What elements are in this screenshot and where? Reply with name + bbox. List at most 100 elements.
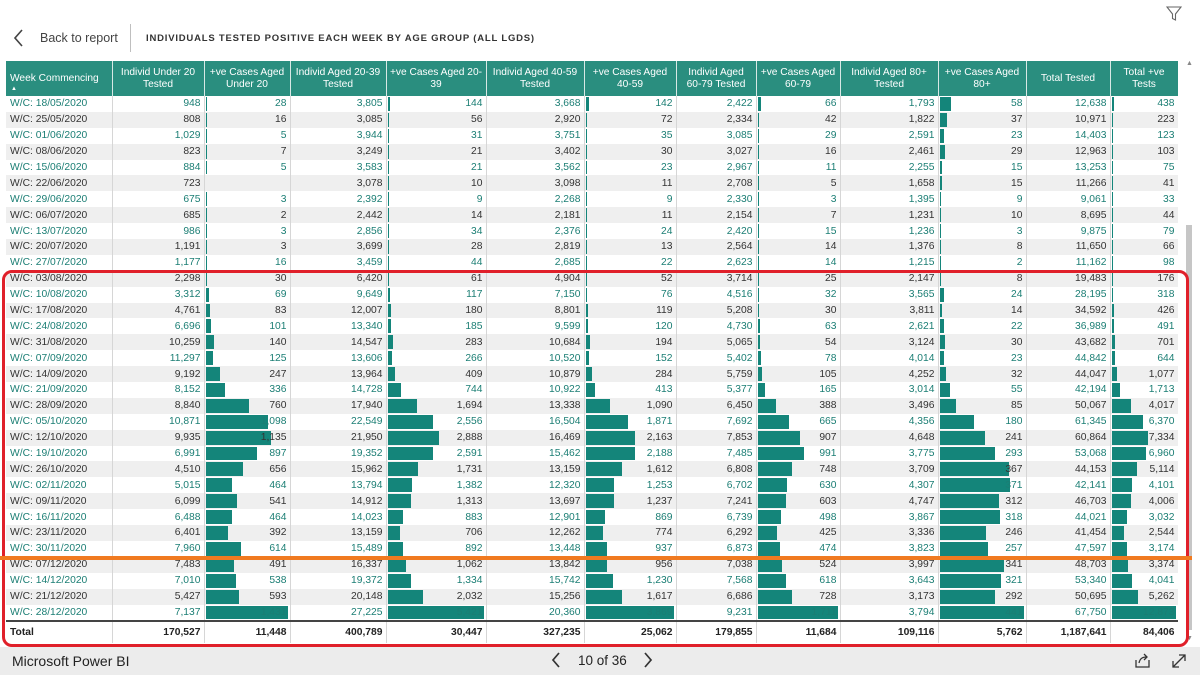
table-row[interactable]: W/C: 27/07/2020 1,177 16 3,459 44 2,685 22 2,62… [6, 254, 1178, 271]
column-header-20-39-pos[interactable]: +ve Cases Aged 20-39 [386, 61, 487, 96]
next-page-button[interactable] [642, 651, 654, 674]
cell-value: 12,873 [1143, 606, 1175, 618]
table-row[interactable]: W/C: 20/07/2020 1,191 3 3,699 28 2,819 13 2,564… [6, 239, 1178, 255]
table-row[interactable]: W/C: 07/12/2020 7,483 491 16,337 1,062 13,842… [6, 556, 1178, 573]
cell-20-39-tested: 15,489 [290, 540, 387, 557]
table-row[interactable]: W/C: 15/06/2020 884 5 3,583 21 3,562 23 2,967 11… [6, 159, 1178, 176]
table-row[interactable]: W/C: 22/06/2020 723 3,078 10 3,098 11 2,708 5 1,… [6, 175, 1178, 192]
table-row[interactable]: W/C: 18/05/2020 948 28 3,805 144 3,668 142 2,42… [6, 96, 1178, 112]
cell-value: 3 [280, 193, 287, 205]
cell-20-39-pos: 117 [386, 286, 487, 303]
table-row[interactable]: W/C: 02/11/2020 5,015 464 13,794 1,382 12,320… [6, 477, 1178, 494]
table-row[interactable]: W/C: 23/11/2020 6,401 392 13,159 706 12,262 77… [6, 525, 1178, 541]
column-header-u20-tested[interactable]: Individ Under 20 Tested [112, 61, 205, 96]
cell-value: 318 [1157, 289, 1175, 301]
scroll-up-arrow-icon[interactable]: ▲ [1186, 60, 1193, 67]
table-row[interactable]: W/C: 13/07/2020 986 3 2,856 34 2,376 24 2,420 15… [6, 223, 1178, 240]
table-row[interactable]: W/C: 12/10/2020 9,935 1,135 21,950 2,888 16,4… [6, 429, 1178, 446]
table-row[interactable]: W/C: 10/08/2020 3,312 69 9,649 117 7,150 76 4,5… [6, 286, 1178, 303]
previous-page-button[interactable] [550, 651, 562, 674]
column-header-total-pos[interactable]: Total +ve Tests [1110, 61, 1178, 96]
cell-80plus-tested: 2,255 [840, 159, 939, 176]
cell-value: 1,431 [260, 606, 287, 618]
cell-value: 11,650 [1075, 241, 1107, 253]
data-bar [939, 255, 941, 270]
share-icon[interactable] [1134, 652, 1152, 675]
cell-40-59-tested: 16,504 [486, 413, 585, 430]
cell-20-39-pos: 61 [386, 270, 487, 287]
cell-20-39-pos: 2,888 [386, 429, 487, 446]
data-bar [387, 573, 412, 588]
column-header-total-tested[interactable]: Total Tested [1026, 61, 1111, 96]
filter-icon[interactable] [1165, 6, 1183, 27]
data-bar [757, 446, 804, 461]
data-bar [387, 192, 389, 207]
back-to-report-button[interactable]: Back to report [14, 26, 118, 50]
cell-60-79-pos: 15 [756, 223, 841, 240]
table-row[interactable]: W/C: 29/06/2020 675 3 2,392 9 2,268 9 2,330 3 1,3… [6, 191, 1178, 208]
data-bar [387, 557, 407, 572]
cell-value: 7 [280, 146, 287, 158]
column-header-40-59-tested[interactable]: Individ Aged 40-59 Tested [486, 61, 585, 96]
table-row[interactable]: W/C: 01/06/2020 1,029 5 3,944 31 3,751 35 3,085… [6, 127, 1178, 144]
column-header-80plus-tested[interactable]: Individ Aged 80+ Tested [840, 61, 939, 96]
table-row[interactable]: W/C: 19/10/2020 6,991 897 19,352 2,591 15,462… [6, 445, 1178, 462]
column-header-week[interactable]: Week Commencing ▲ [6, 61, 113, 96]
cell-value: 4,014 [908, 352, 935, 364]
cell-value: 19,372 [351, 575, 383, 587]
data-bar [757, 398, 776, 413]
table-row[interactable]: W/C: 26/10/2020 4,510 656 15,962 1,731 13,159… [6, 461, 1178, 478]
cell-value: 1,793 [908, 98, 935, 110]
scroll-thumb[interactable] [1186, 225, 1192, 630]
table-row[interactable]: W/C: 25/05/2020 808 16 3,085 56 2,920 72 2,334 4… [6, 111, 1178, 128]
cell-total-pos: 4,041 [1110, 572, 1178, 589]
cell-total-tested: 28,195 [1026, 286, 1111, 303]
cell-value: 5 [830, 177, 837, 189]
table-row[interactable]: W/C: 21/09/2020 8,152 336 14,728 744 10,922 41… [6, 382, 1178, 398]
cell-value: W/C: 14/12/2020 [10, 575, 88, 587]
table-row[interactable]: W/C: 14/09/2020 9,192 247 13,964 409 10,879 28… [6, 366, 1178, 383]
column-header-40-59-pos[interactable]: +ve Cases Aged 40-59 [584, 61, 677, 96]
table-row[interactable]: W/C: 03/08/2020 2,298 30 6,420 61 4,904 52 3,71… [6, 270, 1178, 287]
data-bar [939, 367, 946, 382]
cell-value: 241 [1005, 432, 1023, 444]
table-row[interactable]: W/C: 28/12/2020 7,137 1,431 27,225 5,421 20,3… [6, 604, 1178, 621]
table-row[interactable]: W/C: 06/07/2020 685 2 2,442 14 2,181 11 2,154 7 1… [6, 207, 1178, 224]
cell-week: W/C: 08/06/2020 [6, 143, 113, 160]
table-row[interactable]: W/C: 21/12/2020 5,427 593 20,148 2,032 15,256… [6, 588, 1178, 605]
table-row[interactable]: W/C: 14/12/2020 7,010 538 19,372 1,334 15,742… [6, 572, 1178, 589]
table-row[interactable]: W/C: 24/08/2020 6,696 101 13,340 185 9,599 120… [6, 318, 1178, 335]
column-header-20-39-tested[interactable]: Individ Aged 20-39 Tested [290, 61, 387, 96]
cell-40-59-tested: 7,150 [486, 286, 585, 303]
table-row[interactable]: W/C: 05/10/2020 10,871 1,098 22,549 2,556 16,… [6, 413, 1178, 430]
table-row[interactable]: W/C: 16/11/2020 6,488 464 14,023 883 12,901 86… [6, 509, 1178, 526]
scroll-down-arrow-icon[interactable]: ▼ [1186, 635, 1193, 642]
cell-20-39-pos: 1,694 [386, 397, 487, 414]
cell-60-79-tested: 3,085 [676, 127, 757, 144]
cell-20-39-pos: 31 [386, 127, 487, 144]
sort-ascending-icon[interactable]: ▲ [11, 86, 17, 92]
table-row[interactable]: W/C: 09/11/2020 6,099 541 14,912 1,313 13,697… [6, 493, 1178, 510]
table-row[interactable]: W/C: 30/11/2020 7,960 614 15,489 892 13,448 93… [6, 540, 1178, 557]
column-header-60-79-pos[interactable]: +ve Cases Aged 60-79 [756, 61, 841, 96]
cell-40-59-pos: 937 [584, 540, 677, 557]
table-row[interactable]: W/C: 08/06/2020 823 7 3,249 21 3,402 30 3,027 16… [6, 143, 1178, 160]
table-row[interactable]: W/C: 28/09/2020 8,840 760 17,940 1,694 13,338… [6, 397, 1178, 414]
cell-value: 3,751 [554, 130, 581, 142]
table-row[interactable]: W/C: 07/09/2020 11,297 125 13,606 266 10,520 1… [6, 350, 1178, 367]
table-row[interactable]: W/C: 17/08/2020 4,761 83 12,007 180 8,801 119 5… [6, 302, 1178, 319]
data-bar [757, 589, 792, 604]
cell-u20-pos: 16 [204, 111, 291, 128]
column-header-80plus-pos[interactable]: +ve Cases Aged 80+ [938, 61, 1027, 96]
column-header-u20-pos[interactable]: +ve Cases Aged Under 20 [204, 61, 291, 96]
cell-u20-tested: 6,488 [112, 509, 205, 526]
cell-value: 31 [471, 130, 483, 142]
cell-value: 14,403 [1075, 130, 1107, 142]
cell-value: 1,731 [456, 463, 483, 475]
column-header-60-79-tested[interactable]: Individ Aged 60-79 Tested [676, 61, 757, 96]
vertical-scrollbar[interactable]: ▲ ▼ [1184, 60, 1194, 642]
data-bar [939, 446, 996, 461]
table-row[interactable]: W/C: 31/08/2020 10,259 140 14,547 283 10,684 1… [6, 334, 1178, 351]
expand-icon[interactable] [1170, 652, 1188, 675]
data-bar [1111, 144, 1113, 159]
